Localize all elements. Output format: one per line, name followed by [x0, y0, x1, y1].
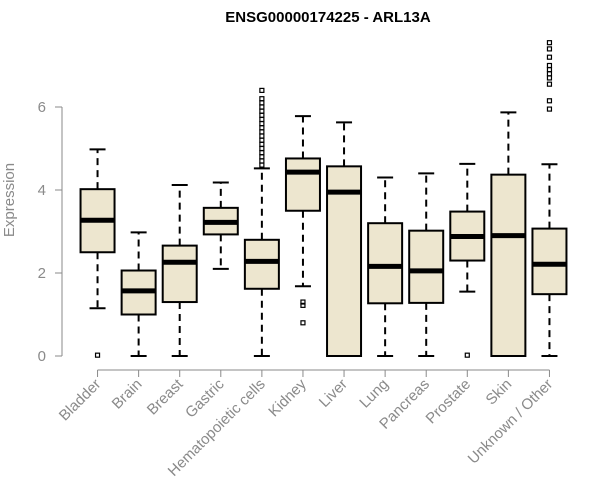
outlier-point	[259, 87, 265, 94]
x-tick-label: Liver	[316, 376, 351, 411]
box-group-kidney	[284, 115, 321, 326]
outlier-point	[259, 141, 265, 147]
y-axis-label: Expression	[1, 163, 18, 237]
outlier-point	[546, 106, 553, 112]
box-group-lung	[367, 176, 404, 357]
box-group-brain	[120, 231, 157, 357]
x-tick-label: Prostate	[423, 376, 475, 428]
box	[326, 165, 363, 357]
x-tick-label: Lung	[356, 376, 392, 412]
y-axis: 0 2 4 6	[38, 99, 63, 365]
y-tick-label-6: 6	[38, 99, 46, 116]
x-tick-label: Bladder	[56, 376, 105, 425]
y-tick-label-0: 0	[38, 348, 46, 365]
outlier-point	[259, 129, 265, 135]
box-group-gastric	[202, 181, 239, 270]
box	[243, 238, 280, 290]
box	[161, 244, 198, 304]
y-tick-label-4: 4	[38, 182, 46, 199]
outlier-point	[259, 133, 265, 139]
outlier-point	[300, 302, 306, 308]
box-group-unknown-other	[531, 40, 568, 357]
outlier-point	[259, 104, 265, 110]
box	[490, 173, 527, 357]
outlier-point	[546, 81, 553, 87]
outlier-point	[464, 352, 470, 358]
outlier-point	[546, 71, 553, 77]
box-group-pancreas	[408, 172, 445, 357]
x-tick-label: Skin	[483, 376, 516, 409]
outlier-point	[259, 125, 265, 131]
outlier-point	[546, 75, 553, 81]
outlier-point	[300, 299, 306, 305]
outlier-point	[546, 62, 553, 69]
box	[284, 157, 321, 212]
box	[531, 227, 568, 296]
outlier-point	[94, 352, 101, 358]
outlier-point	[259, 108, 265, 114]
outlier-point	[300, 320, 306, 326]
outlier-point	[546, 54, 553, 60]
x-tick-label: Brain	[109, 376, 146, 413]
chart-title: ENSG00000174225 - ARL13A	[225, 9, 431, 26]
outlier-point	[259, 100, 265, 106]
outlier-point	[546, 67, 553, 73]
box	[367, 222, 404, 305]
outlier-point	[259, 112, 265, 118]
boxes	[79, 40, 568, 358]
outlier-point	[259, 96, 265, 102]
outlier-point	[259, 162, 265, 168]
box-group-hematopoietic-cells	[243, 87, 280, 357]
outlier-point	[259, 120, 265, 127]
box-group-skin	[490, 111, 527, 357]
outlier-point	[259, 145, 265, 152]
box-group-liver	[326, 121, 363, 357]
outlier-point	[546, 40, 553, 46]
outlier-point	[259, 158, 265, 164]
box	[408, 229, 445, 304]
outlier-point	[259, 137, 265, 143]
y-tick-label-2: 2	[38, 265, 46, 282]
outlier-point	[259, 154, 265, 160]
outlier-point	[546, 46, 553, 52]
x-tick-label: Kidney	[265, 375, 310, 420]
box-group-breast	[161, 184, 198, 357]
outlier-point	[259, 116, 265, 123]
outlier-point	[259, 150, 265, 156]
outlier-point	[546, 98, 553, 104]
box-group-bladder	[79, 148, 116, 358]
box-group-prostate	[449, 162, 486, 358]
x-tick-label: Breast	[144, 375, 187, 418]
